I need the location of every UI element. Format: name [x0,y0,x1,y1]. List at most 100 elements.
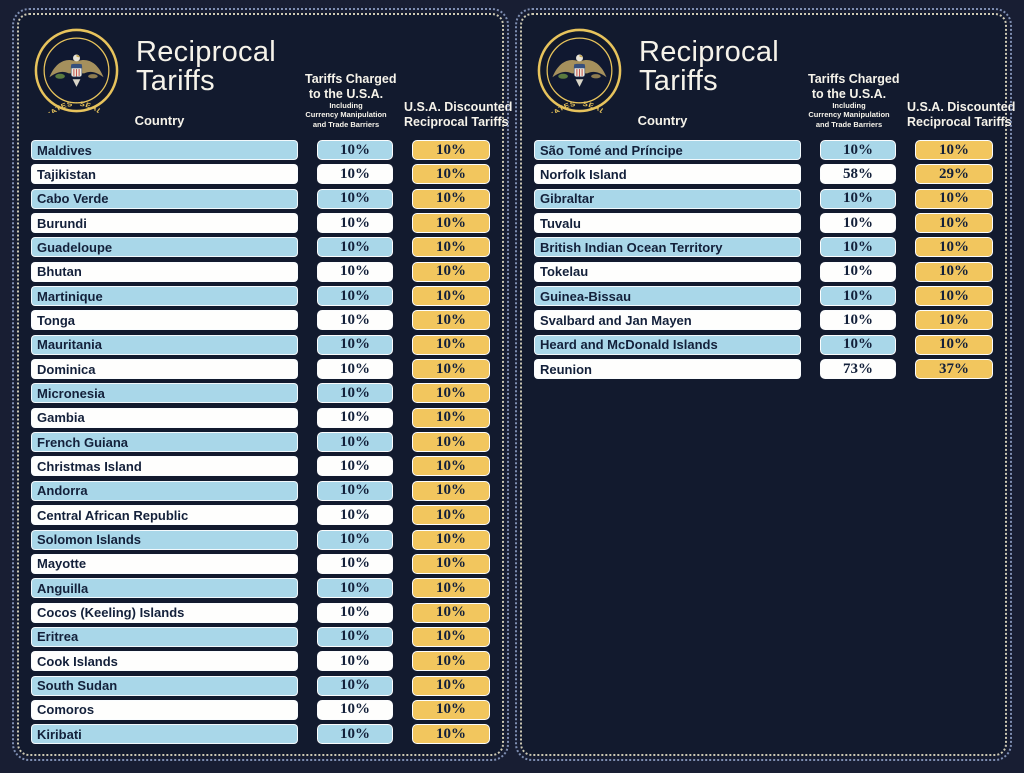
column-header-discounted: U.S.A. Discounted Reciprocal Tariffs [404,100,513,129]
discounted-tariff-box: 10% [915,334,993,355]
charged-tariff-box: 10% [820,310,896,331]
discounted-tariff-box: 10% [412,164,490,185]
column-header-country: Country [134,113,185,128]
country-bar: Guinea-Bissau [534,286,801,307]
charged-tariff-box: 10% [317,505,393,526]
discounted-tariff-box: 10% [412,456,490,477]
charged-tariff-box: 10% [317,407,393,428]
table-row: Svalbard and Jan Mayen 10% 10% [534,310,993,331]
country-label: Tuvalu [540,215,581,231]
country-bar: Kiribati [31,724,298,745]
table-row: Anguilla 10% 10% [31,578,490,599]
charged-tariff-box: 10% [317,188,393,209]
discounted-tariff-box: 10% [412,480,490,501]
country-label: Cabo Verde [37,191,109,207]
charged-tariff-box: 10% [317,164,393,185]
country-label: Gambia [37,410,85,426]
country-bar: Gambia [31,407,298,428]
discounted-tariff-box: 10% [412,383,490,404]
table-row: Solomon Islands 10% 10% [31,529,490,550]
country-bar: Dominica [31,359,298,380]
table-row: Martinique 10% 10% [31,286,490,307]
discounted-tariff-box: 10% [915,310,993,331]
discounted-tariff-box: 10% [915,237,993,258]
country-bar: Cabo Verde [31,188,298,209]
discounted-tariff-box: 10% [412,261,490,282]
eagle-icon [49,54,104,87]
table-row: Gibraltar 10% 10% [534,188,993,209]
country-rows: São Tomé and Príncipe 10% 10% Norfolk Is… [534,140,993,383]
country-label: Comoros [37,702,95,718]
charged-tariff-box: 10% [317,213,393,234]
charged-tariff-box: 10% [317,602,393,623]
discounted-tariff-box: 10% [412,407,490,428]
country-bar: Micronesia [31,383,298,404]
table-row: Mayotte 10% 10% [31,553,490,574]
discounted-tariff-box: 29% [915,164,993,185]
table-row: Heard and McDonald Islands 10% 10% [534,334,993,355]
charged-tariff-box: 10% [317,480,393,501]
discounted-tariff-box: 10% [412,188,490,209]
discounted-tariff-box: 10% [412,724,490,745]
country-label: Christmas Island [37,458,142,474]
table-row: Tonga 10% 10% [31,310,490,331]
country-bar: Bhutan [31,261,298,282]
charged-tariff-box: 10% [820,261,896,282]
discounted-tariff-box: 10% [915,213,993,234]
charged-tariff-box: 10% [317,432,393,453]
discounted-tariff-box: 10% [915,261,993,282]
table-row: São Tomé and Príncipe 10% 10% [534,140,993,160]
country-label: Mauritania [37,337,103,353]
table-row: Andorra 10% 10% [31,480,490,501]
country-label: Norfolk Island [540,166,627,182]
charged-tariff-box: 10% [820,188,896,209]
table-row: French Guiana 10% 10% [31,432,490,453]
charged-tariff-box: 58% [820,164,896,185]
country-label: Guinea-Bissau [540,288,632,304]
country-label: Andorra [37,483,88,499]
country-bar: Solomon Islands [31,529,298,550]
charged-tariff-box: 10% [317,310,393,331]
country-label: Guadeloupe [37,239,113,255]
country-label: Mayotte [37,556,87,572]
country-bar: Tokelau [534,261,801,282]
country-label: Tonga [37,312,76,328]
country-label: Bhutan [37,264,82,280]
charged-tariff-box: 10% [317,456,393,477]
table-row: South Sudan 10% 10% [31,675,490,696]
country-bar: Norfolk Island [534,164,801,185]
country-label: Svalbard and Jan Mayen [540,312,692,328]
country-bar: São Tomé and Príncipe [534,140,801,160]
country-label: Heard and McDonald Islands [540,337,718,353]
discounted-tariff-box: 10% [412,529,490,550]
country-label: British Indian Ocean Territory [540,239,723,255]
table-row: Comoros 10% 10% [31,699,490,720]
tariff-panel-left: SEAL OF THE PRESIDENT OF THE UNITED STAT… [12,8,513,761]
country-bar: South Sudan [31,675,298,696]
country-bar: Comoros [31,699,298,720]
charged-tariff-box: 10% [317,578,393,599]
country-bar: Cocos (Keeling) Islands [31,602,298,623]
table-row: Norfolk Island 58% 29% [534,164,993,185]
country-label: Burundi [37,215,87,231]
table-row: Christmas Island 10% 10% [31,456,490,477]
table-row: Eritrea 10% 10% [31,626,490,647]
charged-tariff-box: 10% [317,286,393,307]
country-bar: Burundi [31,213,298,234]
discounted-tariff-box: 10% [915,140,993,160]
discounted-tariff-box: 10% [412,140,490,160]
charged-tariff-box: 10% [317,359,393,380]
country-bar: Tuvalu [534,213,801,234]
charged-tariff-box: 10% [317,237,393,258]
table-row: Maldives 10% 10% [31,140,490,160]
discounted-tariff-box: 10% [412,213,490,234]
eagle-icon [552,54,607,87]
country-bar: Anguilla [31,578,298,599]
country-label: Tokelau [540,264,589,280]
country-label: Cocos (Keeling) Islands [37,605,185,621]
table-row: Dominica 10% 10% [31,359,490,380]
table-row: Cook Islands 10% 10% [31,651,490,672]
tariff-panel-right: SEAL OF THE PRESIDENT OF THE UNITED STAT… [515,8,1015,761]
country-label: Dominica [37,361,96,377]
country-label: Martinique [37,288,103,304]
